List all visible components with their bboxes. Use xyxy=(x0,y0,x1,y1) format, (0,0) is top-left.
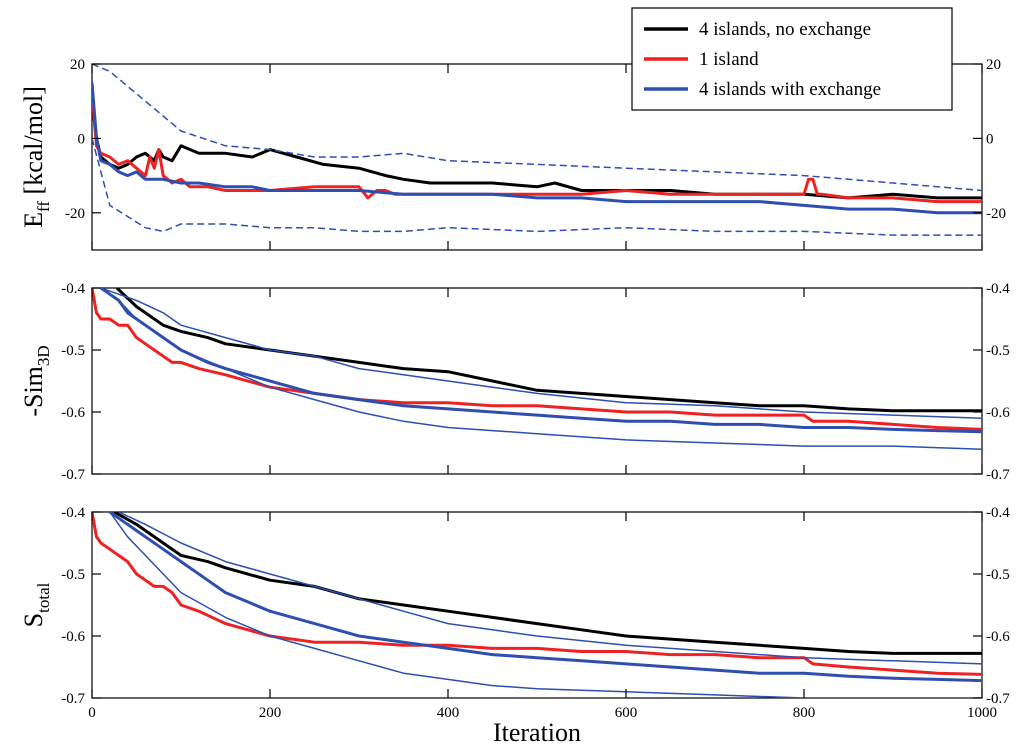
y-tick-label-right: -0.6 xyxy=(986,629,1010,645)
y-tick-label-left: 0 xyxy=(78,131,86,147)
x-tick-label: 800 xyxy=(793,705,816,721)
y-tick-label-right: -0.4 xyxy=(986,505,1010,521)
legend-label-no-exchange: 4 islands, no exchange xyxy=(699,19,871,40)
y-tick-label-right: -0.7 xyxy=(986,691,1010,707)
y-tick-label-left: -0.7 xyxy=(61,691,85,707)
y-tick-label-left: -0.5 xyxy=(61,343,85,359)
plot-frame xyxy=(91,287,983,475)
x-tick-label: 1000 xyxy=(967,705,997,721)
x-tick-label: 600 xyxy=(615,705,638,721)
x-axis-title: Iteration xyxy=(493,718,581,747)
y-axis-title: -Sim3D xyxy=(19,345,53,416)
envelope-line xyxy=(92,64,982,192)
legend-label-with-exchange: 4 islands with exchange xyxy=(699,79,881,100)
y-tick-label-right: -0.5 xyxy=(986,343,1010,359)
y-axis-title-main: -Sim xyxy=(19,366,48,417)
x-tick-label: 200 xyxy=(259,705,282,721)
y-axis-title: Eff [kcal/mol] xyxy=(19,86,53,228)
envelope-line xyxy=(100,288,982,450)
y-tick-label-right: 0 xyxy=(986,131,994,147)
plot-frame xyxy=(91,511,983,699)
y-axis-title: Stotal xyxy=(19,582,53,627)
y-axis-title-suffix: [kcal/mol] xyxy=(19,86,48,201)
y-axis-title-sub: 3D xyxy=(34,345,53,366)
y-tick-label-left: -0.6 xyxy=(61,629,85,645)
envelope-line xyxy=(92,138,982,236)
y-axis-title-sub: ff xyxy=(34,201,53,212)
y-tick-label-right: 20 xyxy=(986,57,1001,73)
axis-ticks: 20 20 0 0 -20 -20 xyxy=(65,57,1006,250)
y-tick-label-left: -0.4 xyxy=(61,505,85,521)
panel-sim3d: -0.4 -0.4 -0.5 -0.5 -0.6 -0.6 -0.7 -0.7 -Sim3D xyxy=(19,281,1010,483)
envelope-line xyxy=(118,512,982,665)
series-group xyxy=(92,288,982,450)
legend-box xyxy=(631,7,953,111)
series-group xyxy=(92,512,982,698)
series-line xyxy=(115,288,982,413)
envelope-line xyxy=(109,512,982,698)
y-tick-label-left: 20 xyxy=(70,57,85,73)
legend: 4 islands, no exchange 1 island 4 island… xyxy=(631,7,953,111)
x-axis: 0 200 400 600 800 1000 xyxy=(88,705,997,721)
y-tick-label-right: -0.6 xyxy=(986,405,1010,421)
y-tick-label-right: -0.5 xyxy=(986,567,1010,583)
y-tick-label-left: -0.7 xyxy=(61,467,85,483)
y-axis-title-main: S xyxy=(19,613,48,627)
y-tick-label-left: -0.6 xyxy=(61,405,85,421)
series-line xyxy=(113,512,982,655)
y-tick-label-right: -20 xyxy=(986,206,1006,222)
y-tick-label-left: -20 xyxy=(65,206,85,222)
y-tick-label-left: -0.4 xyxy=(61,281,85,297)
legend-label-one-island: 1 island xyxy=(699,49,759,70)
axis-ticks: -0.4 -0.4 -0.5 -0.5 -0.6 -0.6 -0.7 -0.7 xyxy=(61,505,1010,707)
x-tick-label: 0 xyxy=(88,705,96,721)
panel-stotal: -0.4 -0.4 -0.5 -0.5 -0.6 -0.6 -0.7 -0.7 Stotal xyxy=(19,505,1010,707)
envelope-line xyxy=(100,288,982,419)
y-axis-title-sub: total xyxy=(34,582,53,612)
series-line xyxy=(108,512,982,683)
y-tick-label-right: -0.7 xyxy=(986,467,1010,483)
axis-ticks: -0.4 -0.4 -0.5 -0.5 -0.6 -0.6 -0.7 -0.7 xyxy=(61,281,1010,483)
series-line xyxy=(92,93,982,204)
y-tick-label-left: -0.5 xyxy=(61,567,85,583)
y-tick-label-right: -0.4 xyxy=(986,281,1010,297)
x-tick-label: 400 xyxy=(437,705,460,721)
series-line xyxy=(92,82,982,215)
series-group xyxy=(92,64,982,236)
y-axis-title-main: E xyxy=(19,212,48,228)
